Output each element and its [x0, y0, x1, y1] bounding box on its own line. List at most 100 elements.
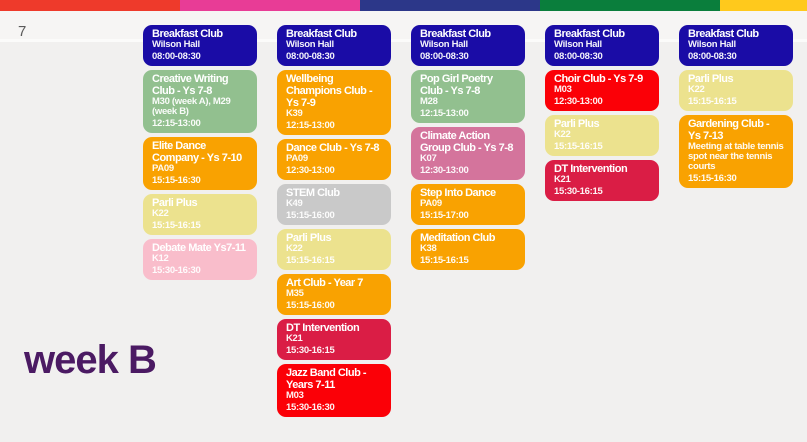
event-time: 08:00-08:30	[688, 51, 737, 62]
event-location: M03	[554, 84, 572, 95]
event-location: K22	[688, 84, 705, 95]
week-number-label: 7	[18, 23, 27, 40]
event-time: 15:15-16:15	[420, 255, 469, 266]
event-location: PA09	[152, 163, 174, 174]
day-column: Breakfast Club Wilson Hall 08:00-08:30 Choi…	[545, 25, 659, 201]
event-card[interactable]: Breakfast Club Wilson Hall 08:00-08:30	[679, 25, 793, 66]
event-card[interactable]: Breakfast Club Wilson Hall 08:00-08:30	[143, 25, 257, 66]
event-title: Step Into Dance	[420, 187, 496, 199]
event-title: Choir Club - Ys 7-9	[554, 73, 643, 85]
day-column: Breakfast Club Wilson Hall 08:00-08:30 Well…	[277, 25, 391, 417]
event-time: 12:15-13:00	[152, 118, 201, 129]
event-card[interactable]: Elite Dance Company - Ys 7-10 PA09 15:15-1…	[143, 137, 257, 190]
header-stripe-segment	[180, 0, 360, 11]
event-title: Jazz Band Club - Years 7-11	[286, 367, 367, 391]
event-time: 15:30-16:15	[554, 186, 603, 197]
event-location: PA09	[420, 198, 442, 209]
event-title: Breakfast Club	[420, 28, 491, 40]
event-location: M30 (week A), M29 (week B)	[152, 96, 231, 117]
event-card[interactable]: Jazz Band Club - Years 7-11 M03 15:30-16:3…	[277, 364, 391, 417]
event-title: DT Intervention	[286, 322, 360, 334]
event-time: 15:15-16:15	[152, 220, 201, 231]
event-card[interactable]: DT Intervention K21 15:30-16:15	[277, 319, 391, 360]
event-card[interactable]: Parli Plus K22 15:15-16:15	[277, 229, 391, 270]
event-location: Meeting at table tennis spot near the te…	[688, 141, 784, 172]
event-card[interactable]: Choir Club - Ys 7-9 M03 12:30-13:00	[545, 70, 659, 111]
event-time: 08:00-08:30	[554, 51, 603, 62]
event-location: K22	[286, 243, 303, 254]
event-location: Wilson Hall	[688, 39, 736, 50]
header-stripe-segment	[720, 0, 807, 11]
event-card[interactable]: Dance Club - Ys 7-8 PA09 12:30-13:00	[277, 139, 391, 180]
event-time: 15:15-16:15	[688, 96, 737, 107]
event-card[interactable]: Gardening Club - Ys 7-13 Meeting at table…	[679, 115, 793, 188]
event-card[interactable]: Meditation Club K38 15:15-16:15	[411, 229, 525, 270]
event-time: 12:15-13:00	[420, 108, 469, 119]
event-time: 15:30-16:15	[286, 345, 335, 356]
event-title: Parli Plus	[554, 118, 600, 130]
event-title: Parli Plus	[688, 73, 734, 85]
event-time: 08:00-08:30	[286, 51, 335, 62]
event-location: K22	[152, 208, 169, 219]
event-card[interactable]: Creative Writing Club - Ys 7-8 M30 (week …	[143, 70, 257, 133]
event-card[interactable]: Parli Plus K22 15:15-16:15	[679, 70, 793, 111]
event-card[interactable]: Wellbeing Champions Club - Ys 7-9 K39 12:1…	[277, 70, 391, 135]
day-column: Breakfast Club Wilson Hall 08:00-08:30 Crea…	[143, 25, 257, 280]
event-card[interactable]: Breakfast Club Wilson Hall 08:00-08:30	[411, 25, 525, 66]
event-location: Wilson Hall	[420, 39, 468, 50]
event-time: 08:00-08:30	[152, 51, 201, 62]
event-title: Elite Dance Company - Ys 7-10	[152, 140, 242, 164]
event-title: Breakfast Club	[152, 28, 223, 40]
event-card[interactable]: Parli Plus K22 15:15-16:15	[545, 115, 659, 156]
event-location: K38	[420, 243, 437, 254]
event-location: PA09	[286, 153, 308, 164]
event-title: Breakfast Club	[688, 28, 759, 40]
event-card[interactable]: Breakfast Club Wilson Hall 08:00-08:30	[277, 25, 391, 66]
event-title: Wellbeing Champions Club - Ys 7-9	[286, 73, 373, 109]
day-column: Breakfast Club Wilson Hall 08:00-08:30 Parl…	[679, 25, 793, 188]
event-card[interactable]: Step Into Dance PA09 15:15-17:00	[411, 184, 525, 225]
day-column: Breakfast Club Wilson Hall 08:00-08:30 Pop …	[411, 25, 525, 270]
event-card[interactable]: Pop Girl Poetry Club - Ys 7-8 M28 12:15-13…	[411, 70, 525, 123]
event-title: Parli Plus	[286, 232, 332, 244]
event-time: 15:30-16:30	[152, 265, 201, 276]
event-time: 15:30-16:30	[286, 402, 335, 413]
event-location: M28	[420, 96, 438, 107]
event-title: Pop Girl Poetry Club - Ys 7-8	[420, 73, 493, 97]
event-time: 12:30-13:00	[420, 165, 469, 176]
event-title: Debate Mate Ys7-11	[152, 242, 246, 254]
event-location: Wilson Hall	[554, 39, 602, 50]
header-stripe-segment	[540, 0, 720, 11]
event-location: Wilson Hall	[286, 39, 334, 50]
event-time: 15:15-16:15	[286, 255, 335, 266]
header-divider	[0, 39, 807, 42]
event-title: Art Club - Year 7	[286, 277, 363, 289]
event-card[interactable]: Art Club - Year 7 M35 15:15-16:00	[277, 274, 391, 315]
event-time: 12:15-13:00	[286, 120, 335, 131]
header-color-stripe	[0, 0, 807, 11]
event-location: K07	[420, 153, 437, 164]
event-location: K12	[152, 253, 169, 264]
event-card[interactable]: DT Intervention K21 15:30-16:15	[545, 160, 659, 201]
event-card[interactable]: Climate Action Group Club - Ys 7-8 K07 12:…	[411, 127, 525, 180]
event-location: M35	[286, 288, 304, 299]
event-location: K21	[554, 174, 571, 185]
event-card[interactable]: STEM Club K49 15:15-16:00	[277, 184, 391, 225]
event-time: 15:15-16:15	[554, 141, 603, 152]
week-label: week B	[24, 338, 157, 382]
event-time: 08:00-08:30	[420, 51, 469, 62]
header-stripe-segment	[0, 0, 180, 11]
event-title: Breakfast Club	[554, 28, 625, 40]
event-card[interactable]: Breakfast Club Wilson Hall 08:00-08:30	[545, 25, 659, 66]
event-card[interactable]: Parli Plus K22 15:15-16:15	[143, 194, 257, 235]
event-title: Parli Plus	[152, 197, 198, 209]
event-location: M03	[286, 390, 304, 401]
event-title: Gardening Club - Ys 7-13	[688, 118, 770, 142]
event-time: 15:15-16:30	[688, 173, 737, 184]
event-location: K39	[286, 108, 303, 119]
event-card[interactable]: Debate Mate Ys7-11 K12 15:30-16:30	[143, 239, 257, 280]
event-location: K49	[286, 198, 303, 209]
event-title: Dance Club - Ys 7-8	[286, 142, 380, 154]
event-time: 15:15-16:30	[152, 175, 201, 186]
